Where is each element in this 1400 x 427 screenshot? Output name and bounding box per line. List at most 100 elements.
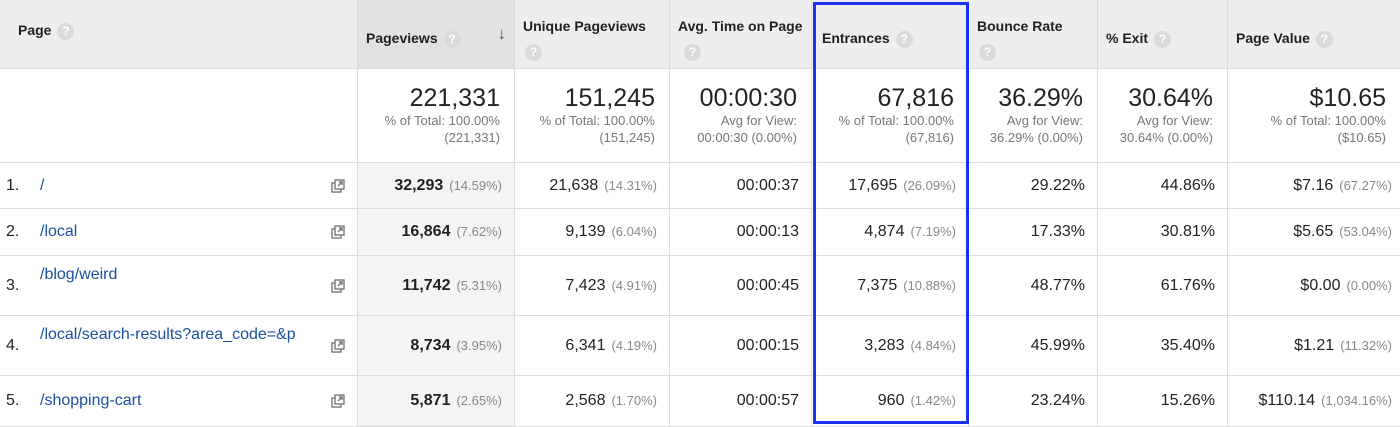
page-value-value: $5.65	[1293, 223, 1334, 240]
page-cell: 4. /local/search-results?area_code=&p	[0, 316, 358, 376]
col-header-avg-time[interactable]: Avg. Time on Page?	[670, 0, 812, 69]
unique-pageviews-value: 9,139	[565, 223, 606, 240]
row-index: 5.	[6, 392, 20, 409]
unique-pageviews-percent: (6.04%)	[611, 224, 657, 239]
help-icon[interactable]: ?	[684, 43, 701, 61]
col-header-bounce-rate[interactable]: Bounce Rate?	[969, 0, 1098, 69]
table-row: 3. /blog/weird 11,742 (5.31%) 7,423 (4.91%…	[0, 256, 1400, 316]
help-icon[interactable]: ?	[1154, 30, 1172, 48]
avg-time-value: 00:00:15	[736, 336, 799, 354]
entrances-cell: 17,695 (26.09%)	[812, 163, 969, 209]
exit-value: 30.81%	[1160, 223, 1215, 240]
pageviews-cell: 32,293 (14.59%)	[358, 163, 515, 209]
help-icon[interactable]: ?	[979, 43, 996, 61]
exit-value: 61.76%	[1160, 276, 1215, 294]
total-exit: 30.64% Avg for View: 30.64% (0.00%)	[1098, 69, 1228, 163]
col-header-exit[interactable]: % Exit?	[1098, 0, 1228, 69]
unique-pageviews-cell: 21,638 (14.31%)	[515, 163, 670, 209]
avg-time-value: 00:00:57	[736, 392, 799, 409]
total-pageviews: 221,331 % of Total: 100.00% (221,331)	[358, 69, 515, 163]
col-header-page[interactable]: Page?	[0, 0, 358, 69]
total-unique-pageviews: 151,245 % of Total: 100.00% (151,245)	[515, 69, 670, 163]
pageviews-cell: 11,742 (5.31%)	[358, 256, 515, 316]
help-icon[interactable]: ?	[525, 43, 542, 61]
unique-pageviews-percent: (4.19%)	[611, 337, 657, 353]
pageviews-cell: 16,864 (7.62%)	[358, 209, 515, 256]
exit-cell: 35.40%	[1098, 316, 1228, 376]
pageviews-percent: (3.95%)	[456, 337, 502, 353]
unique-pageviews-value: 6,341	[565, 336, 606, 354]
open-in-new-icon[interactable]	[331, 225, 345, 239]
exit-cell: 30.81%	[1098, 209, 1228, 256]
open-in-new-icon[interactable]	[331, 278, 345, 293]
table-row: 4. /local/search-results?area_code=&p 8,…	[0, 316, 1400, 376]
col-header-pageviews[interactable]: Pageviews? ↓	[358, 0, 515, 69]
pageviews-percent: (2.65%)	[456, 393, 502, 408]
row-index: 1.	[6, 176, 20, 194]
page-link[interactable]: /local/search-results?area_code=&p	[40, 326, 296, 343]
avg-time-cell: 00:00:57	[670, 376, 812, 427]
page-value-percent: (67.27%)	[1339, 177, 1392, 193]
help-icon[interactable]: ?	[443, 30, 461, 48]
pageviews-cell: 8,734 (3.95%)	[358, 316, 515, 376]
avg-time-value: 00:00:45	[736, 276, 799, 294]
avg-time-cell: 00:00:45	[670, 256, 812, 316]
page-value-value: $1.21	[1294, 336, 1335, 354]
entrances-value: 3,283	[864, 336, 905, 354]
total-avg-time: 00:00:30 Avg for View: 00:00:30 (0.00%)	[670, 69, 812, 163]
pageviews-percent: (5.31%)	[456, 277, 502, 293]
open-in-new-icon[interactable]	[331, 394, 345, 408]
open-in-new-icon[interactable]	[331, 178, 345, 193]
entrances-cell: 7,375 (10.88%)	[812, 256, 969, 316]
avg-time-cell: 00:00:13	[670, 209, 812, 256]
entrances-percent: (26.09%)	[903, 177, 956, 193]
page-value-value: $0.00	[1300, 276, 1341, 294]
entrances-percent: (4.84%)	[910, 337, 956, 353]
page-link[interactable]: /blog/weird	[40, 266, 118, 283]
open-in-new-icon[interactable]	[331, 338, 345, 353]
bounce-rate-cell: 45.99%	[969, 316, 1098, 376]
pageviews-value: 16,864	[401, 223, 451, 240]
entrances-cell: 4,874 (7.19%)	[812, 209, 969, 256]
bounce-rate-cell: 48.77%	[969, 256, 1098, 316]
page-value-value: $110.14	[1258, 392, 1316, 409]
avg-time-cell: 00:00:37	[670, 163, 812, 209]
page-link[interactable]: /local	[40, 223, 78, 240]
unique-pageviews-cell: 2,568 (1.70%)	[515, 376, 670, 427]
exit-value: 35.40%	[1160, 336, 1215, 354]
page-value-cell: $110.14 (1,034.16%)	[1228, 376, 1400, 427]
col-header-page-value[interactable]: Page Value?	[1228, 0, 1400, 69]
page-value-cell: $0.00 (0.00%)	[1228, 256, 1400, 316]
total-entrances: 67,816 % of Total: 100.00% (67,816)	[812, 69, 969, 163]
col-header-entrances[interactable]: Entrances?	[812, 0, 969, 69]
unique-pageviews-value: 21,638	[549, 176, 599, 194]
page-link[interactable]: /	[40, 176, 45, 194]
avg-time-value: 00:00:37	[736, 176, 799, 194]
row-index: 3.	[6, 276, 20, 294]
pageviews-value: 11,742	[402, 276, 451, 294]
entrances-value: 7,375	[857, 276, 898, 294]
exit-cell: 61.76%	[1098, 256, 1228, 316]
pageviews-value: 32,293	[394, 176, 444, 194]
bounce-rate-cell: 17.33%	[969, 209, 1098, 256]
col-header-unique-pageviews[interactable]: Unique Pageviews?	[515, 0, 670, 69]
pageviews-percent: (7.62%)	[456, 224, 502, 239]
avg-time-cell: 00:00:15	[670, 316, 812, 376]
page-link[interactable]: /shopping-cart	[40, 392, 142, 409]
page-cell: 1. /	[0, 163, 358, 209]
exit-value: 44.86%	[1160, 176, 1215, 194]
pageviews-value: 5,871	[410, 392, 451, 409]
table-row: 1. / 32,293 (14.59%) 21,638 (14.31%) 00:00…	[0, 163, 1400, 209]
pageviews-cell: 5,871 (2.65%)	[358, 376, 515, 427]
help-icon[interactable]: ?	[57, 22, 75, 40]
entrances-percent: (10.88%)	[903, 277, 956, 293]
page-value-percent: (1,034.16%)	[1321, 393, 1392, 408]
help-icon[interactable]: ?	[1315, 30, 1333, 48]
pageviews-value: 8,734	[410, 336, 451, 354]
sort-descending-icon[interactable]: ↓	[497, 24, 507, 43]
page-value-cell: $5.65 (53.04%)	[1228, 209, 1400, 256]
unique-pageviews-percent: (4.91%)	[611, 277, 657, 293]
help-icon[interactable]: ?	[895, 30, 913, 48]
exit-value: 15.26%	[1160, 392, 1215, 409]
row-index: 4.	[6, 336, 20, 354]
